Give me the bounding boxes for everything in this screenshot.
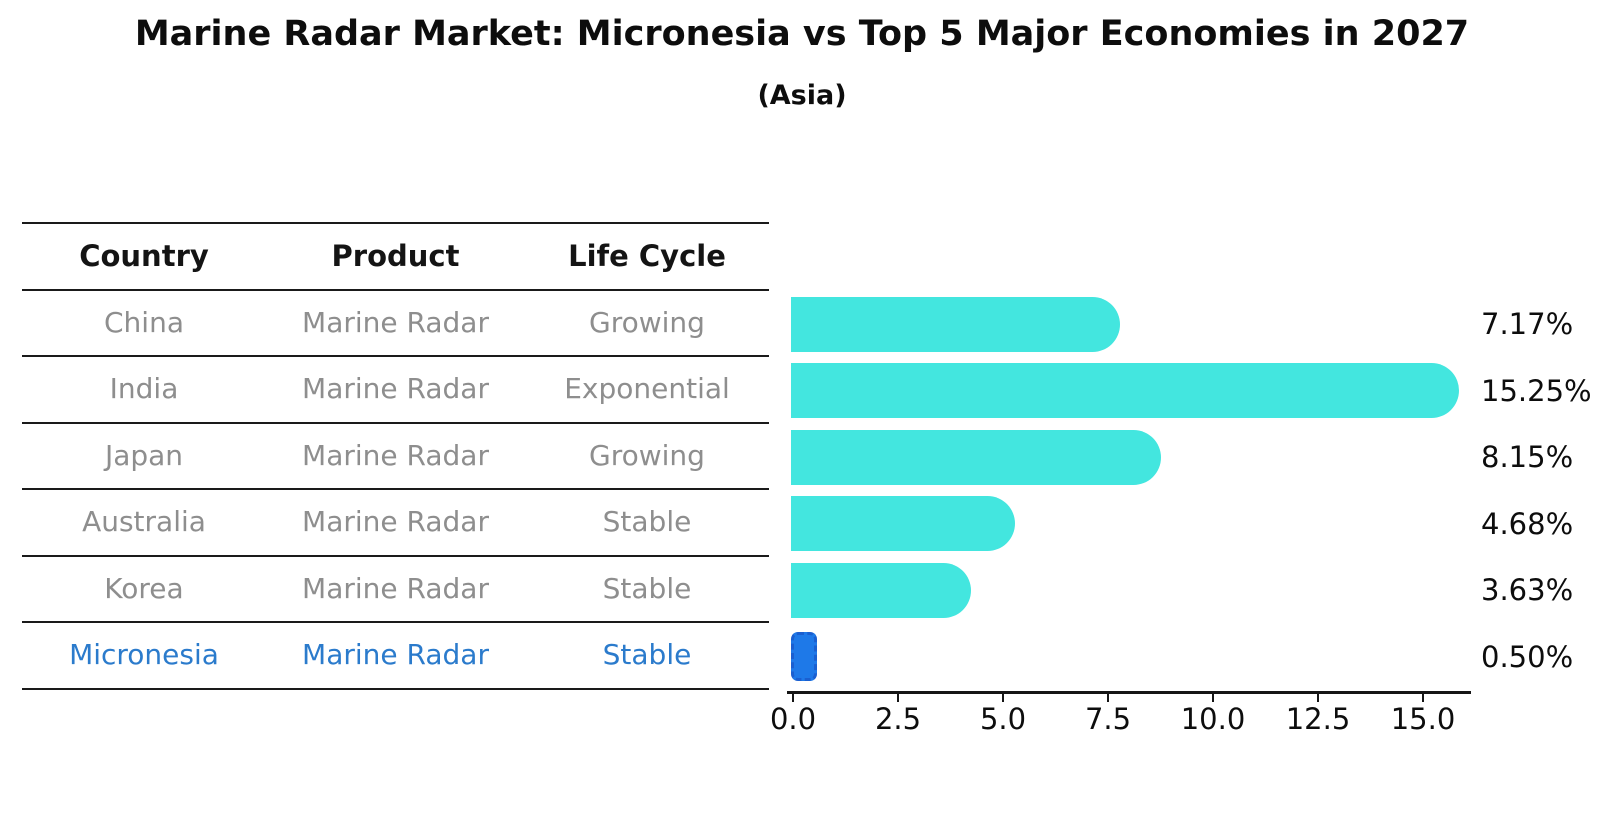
cell-product: Marine Radar <box>302 438 489 472</box>
cell-lifecycle: Stable <box>602 571 692 605</box>
table-header-row: Country Product Life Cycle <box>22 224 769 291</box>
value-label-india: 15.25% <box>1481 373 1592 408</box>
cell-country: Micronesia <box>69 638 219 672</box>
cell-country: Korea <box>104 571 184 605</box>
header-product: Product <box>331 238 460 273</box>
cell-product: Marine Radar <box>302 305 489 339</box>
cell-product: Marine Radar <box>302 372 489 406</box>
x-axis-tick-label: 12.5 <box>1285 702 1351 736</box>
header-country: Country <box>79 238 209 273</box>
x-axis-tick <box>1316 693 1320 702</box>
x-axis-tick-label: 2.5 <box>874 702 922 736</box>
value-label-micronesia: 0.50% <box>1481 639 1574 674</box>
table-row: Korea Marine Radar Stable <box>22 557 769 623</box>
country-table: Country Product Life Cycle China Marine … <box>22 222 769 690</box>
cell-product: Marine Radar <box>302 571 489 605</box>
cell-country: Australia <box>82 505 206 539</box>
x-axis-tick-label: 5.0 <box>979 702 1027 736</box>
x-axis-tick <box>1106 693 1110 702</box>
bar-india <box>791 363 1459 418</box>
x-axis-tick <box>1421 693 1425 702</box>
bar-japan <box>791 429 1161 485</box>
value-label-korea: 3.63% <box>1481 573 1574 608</box>
value-label-australia: 4.68% <box>1481 506 1574 541</box>
table-row: Australia Marine Radar Stable <box>22 490 769 557</box>
cell-lifecycle: Exponential <box>564 372 730 406</box>
x-axis-tick <box>1001 693 1005 702</box>
x-axis-tick <box>791 693 795 702</box>
cell-country: China <box>104 305 184 339</box>
bar-micronesia <box>791 632 817 681</box>
bar-australia <box>791 496 1016 551</box>
x-axis-tick-label: 7.5 <box>1084 702 1132 736</box>
table-row: Micronesia Marine Radar Stable <box>22 623 769 690</box>
table-body: China Marine Radar Growing India Marine … <box>22 291 769 690</box>
value-label-china: 7.17% <box>1481 307 1574 342</box>
cell-lifecycle: Stable <box>602 638 692 672</box>
value-label-japan: 8.15% <box>1481 440 1574 475</box>
x-axis-tick <box>896 693 900 702</box>
x-axis-tick-label: 10.0 <box>1180 702 1246 736</box>
cell-country: Japan <box>104 438 184 472</box>
table-row: India Marine Radar Exponential <box>22 357 769 424</box>
header-lifecycle: Life Cycle <box>568 238 726 273</box>
table-row: China Marine Radar Growing <box>22 291 769 357</box>
x-axis-line <box>787 691 1471 694</box>
cell-lifecycle: Growing <box>589 438 705 472</box>
x-axis-tick <box>1211 693 1215 702</box>
chart-subtitle: (Asia) <box>757 80 847 111</box>
table-row: Japan Marine Radar Growing <box>22 424 769 490</box>
bar-china <box>791 296 1120 352</box>
x-axis-tick-label: 15.0 <box>1390 702 1456 736</box>
cell-lifecycle: Stable <box>602 505 692 539</box>
cell-lifecycle: Growing <box>589 305 705 339</box>
cell-product: Marine Radar <box>302 638 489 672</box>
chart-title: Marine Radar Market: Micronesia vs Top 5… <box>134 14 1470 54</box>
cell-product: Marine Radar <box>302 505 489 539</box>
x-axis-tick-label: 0.0 <box>769 702 817 736</box>
cell-country: India <box>109 372 179 406</box>
bar-korea <box>791 562 971 618</box>
